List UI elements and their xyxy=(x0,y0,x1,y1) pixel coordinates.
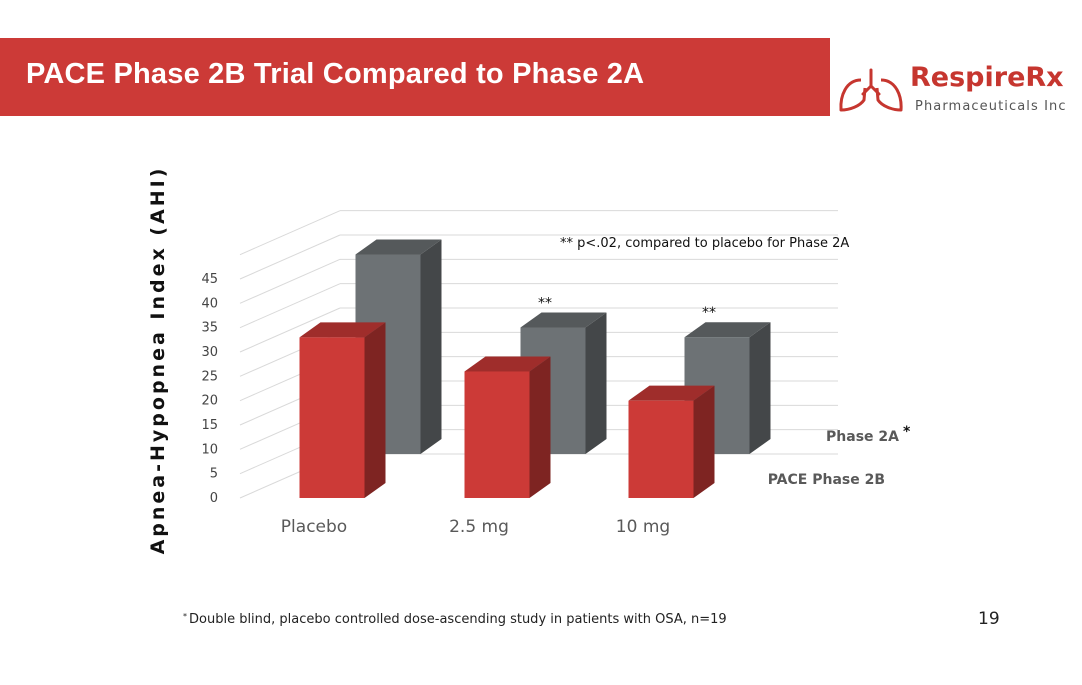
series-label-pace-phase-2b: PACE Phase 2B xyxy=(768,472,885,488)
grid-diagonal xyxy=(239,283,341,329)
bar-pace-phase-2b xyxy=(464,371,530,498)
x-tick-label: Placebo xyxy=(281,517,347,537)
grid-diagonal xyxy=(239,307,341,353)
slide-title: PACE Phase 2B Trial Compared to Phase 2A xyxy=(26,58,645,90)
bar-phase-2a-side xyxy=(420,239,442,454)
x-tick-label: 10 mg xyxy=(616,517,670,537)
series-marker: * xyxy=(903,424,911,440)
bar-phase-2a-top xyxy=(520,312,607,328)
logo-name: RespireRx xyxy=(910,62,1064,93)
grid-diagonal xyxy=(239,258,341,304)
bar-phase-2a-top xyxy=(684,322,771,338)
bar-pace-phase-2b-top xyxy=(464,356,551,372)
series-label-phase-2a: Phase 2A xyxy=(826,429,899,445)
bar-phase-2a-side xyxy=(585,312,607,454)
y-tick-label: 45 xyxy=(201,272,218,287)
bar-pace-phase-2b xyxy=(299,337,365,498)
footnote-marker: * xyxy=(183,612,187,621)
significance-annotation: ** p<.02, compared to placebo for Phase … xyxy=(560,236,849,251)
footnote: * Double blind, placebo controlled dose-a… xyxy=(183,612,727,627)
y-tick-label: 25 xyxy=(201,369,218,384)
y-tick-label: 40 xyxy=(201,296,218,311)
bar-phase-2a-side xyxy=(749,322,771,454)
y-tick-label: 35 xyxy=(201,321,218,336)
y-tick-label: 0 xyxy=(210,491,218,506)
bar-pace-phase-2b-side xyxy=(364,322,386,498)
header-band xyxy=(0,38,830,116)
bar-pace-phase-2b-side xyxy=(529,356,551,498)
lungs-icon xyxy=(839,68,903,112)
y-tick-label: 30 xyxy=(201,345,218,360)
grid-diagonal xyxy=(239,210,341,256)
y-tick-label: 10 xyxy=(201,442,218,457)
company-logo: RespireRx Pharmaceuticals Inc xyxy=(836,62,1082,118)
page-number: 19 xyxy=(978,609,1000,629)
significance-label: ** xyxy=(702,305,716,321)
bar-pace-phase-2b xyxy=(628,400,694,498)
footnote-text: Double blind, placebo controlled dose-as… xyxy=(189,612,727,627)
y-tick-label: 20 xyxy=(201,394,218,409)
bar-pace-phase-2b-side xyxy=(693,385,715,498)
bar-pace-phase-2b-top xyxy=(628,385,715,401)
significance-label: ** xyxy=(538,295,552,311)
x-tick-label: 2.5 mg xyxy=(449,517,509,537)
y-tick-label: 5 xyxy=(210,467,218,482)
logo-tagline: Pharmaceuticals Inc xyxy=(915,99,1067,114)
bar-pace-phase-2b-top xyxy=(299,322,386,338)
y-tick-label: 15 xyxy=(201,418,218,433)
bar-phase-2a-top xyxy=(355,239,442,255)
grid-diagonal xyxy=(239,234,341,280)
